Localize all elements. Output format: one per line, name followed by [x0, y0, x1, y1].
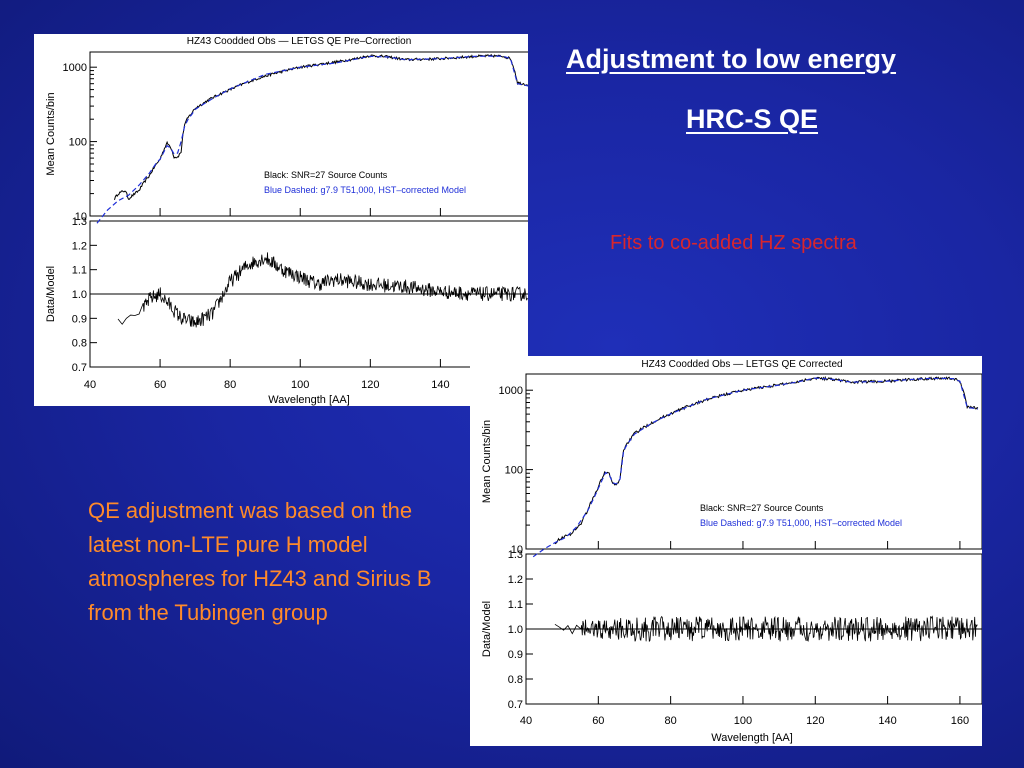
- y-tick-label: 10: [511, 544, 523, 556]
- x-tick-label: 120: [806, 715, 824, 727]
- slide-title-line1: Adjustment to low energy: [566, 44, 897, 74]
- y-axis-label: Mean Counts/bin: [481, 420, 493, 503]
- y-tick-label: 10: [75, 211, 87, 223]
- ratio-y-tick-label: 1.0: [72, 289, 87, 301]
- ratio-y-tick-label: 0.8: [508, 674, 523, 686]
- chart-pre-correction: HZ43 Coodded Obs — LETGS QE Pre–Correcti…: [45, 36, 528, 406]
- data-model-ratio-line: [554, 615, 978, 643]
- ratio-y-axis-label: Data/Model: [45, 266, 57, 322]
- x-axis-label: Wavelength [AA]: [711, 732, 793, 744]
- x-tick-label: 80: [665, 715, 677, 727]
- ratio-y-tick-label: 0.9: [72, 313, 87, 325]
- upper-plot-frame: [525, 373, 982, 550]
- slide-body-text: QE adjustment was based on the latest no…: [88, 498, 432, 625]
- x-tick-label: 40: [520, 715, 532, 727]
- y-tick-label: 1000: [499, 385, 523, 397]
- x-tick-label: 100: [734, 715, 752, 727]
- y-axis-label: Mean Counts/bin: [45, 92, 57, 175]
- x-axis-label: Wavelength [AA]: [268, 394, 350, 406]
- x-tick-label: 160: [951, 715, 969, 727]
- ratio-y-tick-label: 1.3: [72, 216, 87, 228]
- x-tick-label: 80: [224, 379, 236, 391]
- legend-model: Blue Dashed: g7.9 T51,000, HST–corrected…: [700, 518, 902, 528]
- ratio-y-tick-label: 1.1: [72, 265, 87, 277]
- y-tick-label: 100: [505, 465, 523, 477]
- chart-title: HZ43 Coodded Obs — LETGS QE Pre–Correcti…: [187, 36, 412, 47]
- legend-source-counts: Black: SNR=27 Source Counts: [264, 170, 388, 180]
- x-tick-label: 60: [154, 379, 166, 391]
- x-tick-label: 140: [878, 715, 896, 727]
- x-tick-label: 140: [431, 379, 449, 391]
- ratio-y-tick-label: 0.8: [72, 338, 87, 350]
- legend-model: Blue Dashed: g7.9 T51,000, HST–corrected…: [264, 185, 466, 195]
- x-tick-label: 120: [361, 379, 379, 391]
- x-tick-label: 100: [291, 379, 309, 391]
- slide-subtitle: Fits to co-added HZ spectra: [610, 232, 857, 254]
- model-dashed-line: [532, 377, 979, 558]
- data-model-ratio-line: [117, 252, 528, 328]
- model-dashed-line: [96, 55, 528, 224]
- legend-source-counts: Black: SNR=27 Source Counts: [700, 503, 824, 513]
- chart-panel-corrected: HZ43 Coodded Obs — LETGS QE Corrected 10 1…: [470, 356, 982, 746]
- x-tick-label: 60: [592, 715, 604, 727]
- x-tick-label: 40: [84, 379, 96, 391]
- y-tick-label: 100: [69, 137, 87, 149]
- source-counts-line: [114, 53, 528, 201]
- ratio-y-tick-label: 1.0: [508, 624, 523, 636]
- ratio-y-tick-label: 1.2: [508, 574, 523, 586]
- y-tick-label: 1000: [63, 62, 87, 74]
- ratio-y-tick-label: 0.9: [508, 649, 523, 661]
- ratio-y-tick-label: 1.2: [72, 240, 87, 252]
- chart-corrected: HZ43 Coodded Obs — LETGS QE Corrected101…: [481, 359, 982, 744]
- ratio-y-tick-label: 1.1: [508, 599, 523, 611]
- ratio-y-tick-label: 0.7: [72, 362, 87, 374]
- ratio-y-axis-label: Data/Model: [481, 601, 493, 657]
- ratio-y-tick-label: 0.7: [508, 699, 523, 711]
- chart-title: HZ43 Coodded Obs — LETGS QE Corrected: [641, 359, 842, 370]
- slide-title-line2: HRC-S QE: [686, 104, 819, 134]
- upper-plot-frame: [89, 51, 528, 217]
- chart-panel-pre-correction: HZ43 Coodded Obs — LETGS QE Pre–Correcti…: [34, 34, 528, 406]
- ratio-y-tick-label: 1.3: [508, 549, 523, 561]
